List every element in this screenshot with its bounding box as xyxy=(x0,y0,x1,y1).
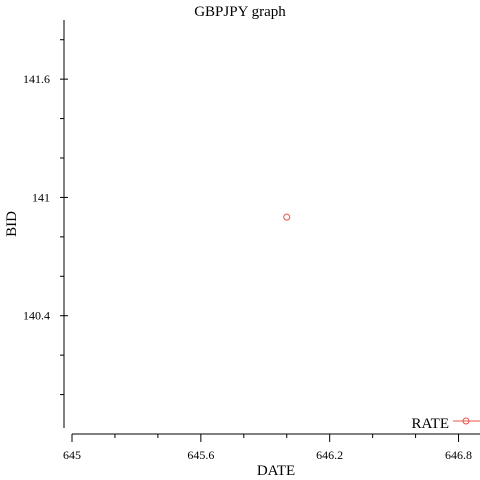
legend: RATE xyxy=(412,416,480,432)
y-axis: 140.4 141 141.6 xyxy=(23,20,68,428)
legend-label: RATE xyxy=(412,416,450,432)
data-points xyxy=(283,213,291,221)
data-point xyxy=(283,213,291,221)
x-tick-label: 646.2 xyxy=(316,448,343,462)
y-tick-label: 140.4 xyxy=(23,309,50,323)
x-tick-label: 646.8 xyxy=(445,448,472,462)
y-axis-label: BID xyxy=(4,211,20,237)
x-tick-label: 645.6 xyxy=(187,448,214,462)
x-tick-label: 645 xyxy=(63,448,81,462)
x-axis-label: DATE xyxy=(257,463,295,479)
legend-marker xyxy=(462,417,470,425)
y-tick-label: 141.6 xyxy=(23,72,50,86)
x-axis: 645 645.6 646.2 646.8 xyxy=(63,433,480,462)
y-tick-label: 141 xyxy=(32,190,50,204)
chart-title: GBPJPY graph xyxy=(194,4,286,20)
